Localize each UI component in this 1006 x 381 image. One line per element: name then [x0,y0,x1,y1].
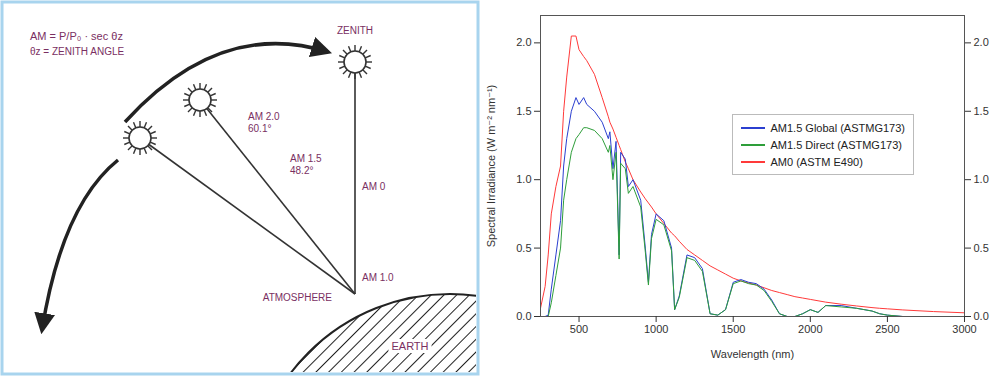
svg-text:AM 1.0: AM 1.0 [362,272,394,283]
svg-text:2.0: 2.0 [516,36,531,48]
html-text:AM1.5 Global (ASTMG173): AM1.5 Global (ASTMG173) [770,121,905,134]
svg-text:1.5: 1.5 [516,105,531,117]
svg-text:0.5: 0.5 [516,242,531,254]
svg-text:0.0: 0.0 [974,310,989,322]
svg-text:1.0: 1.0 [974,173,989,185]
svg-text:Spectral Irradiance (W m⁻² nm⁻: Spectral Irradiance (W m⁻² nm⁻¹) [485,85,497,248]
svg-text:AM 0: AM 0 [362,181,386,192]
svg-text:1500: 1500 [721,323,745,335]
svg-text:AM = P/P₀ · sec θz: AM = P/P₀ · sec θz [30,30,123,42]
svg-text:θz = ZENITH ANGLE: θz = ZENITH ANGLE [30,46,125,57]
svg-text:AM 2.0: AM 2.0 [248,111,280,122]
html-text:AM0 (ASTM E490): AM0 (ASTM E490) [770,155,863,168]
svg-text:60.1°: 60.1° [248,123,271,134]
svg-text:EARTH: EARTH [391,340,428,352]
svg-text:0.5: 0.5 [974,242,989,254]
svg-text:3000: 3000 [952,323,976,335]
svg-text:2.0: 2.0 [974,36,989,48]
svg-text:ZENITH: ZENITH [337,25,373,36]
svg-text:2000: 2000 [798,323,822,335]
svg-text:1.0: 1.0 [516,173,531,185]
svg-text:1.5: 1.5 [974,105,989,117]
svg-text:2500: 2500 [875,323,899,335]
svg-text:1000: 1000 [644,323,668,335]
svg-text:0.0: 0.0 [516,310,531,322]
svg-text:ATMOSPHERE: ATMOSPHERE [263,292,333,303]
svg-text:Wavelength (nm): Wavelength (nm) [711,348,794,360]
html-text:AM1.5 Direct (ASTMG173): AM1.5 Direct (ASTMG173) [770,138,902,151]
svg-text:AM 1.5: AM 1.5 [290,153,322,164]
svg-text:500: 500 [570,323,588,335]
svg-text:48.2°: 48.2° [290,165,313,176]
